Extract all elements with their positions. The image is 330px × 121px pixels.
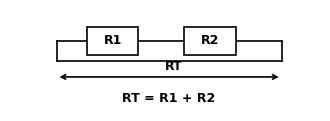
Text: RT: RT: [165, 60, 183, 73]
Bar: [184, 27, 236, 55]
Text: R1: R1: [104, 34, 122, 47]
Text: RT = R1 + R2: RT = R1 + R2: [122, 92, 216, 105]
Text: R2: R2: [201, 34, 219, 47]
Bar: [87, 27, 139, 55]
